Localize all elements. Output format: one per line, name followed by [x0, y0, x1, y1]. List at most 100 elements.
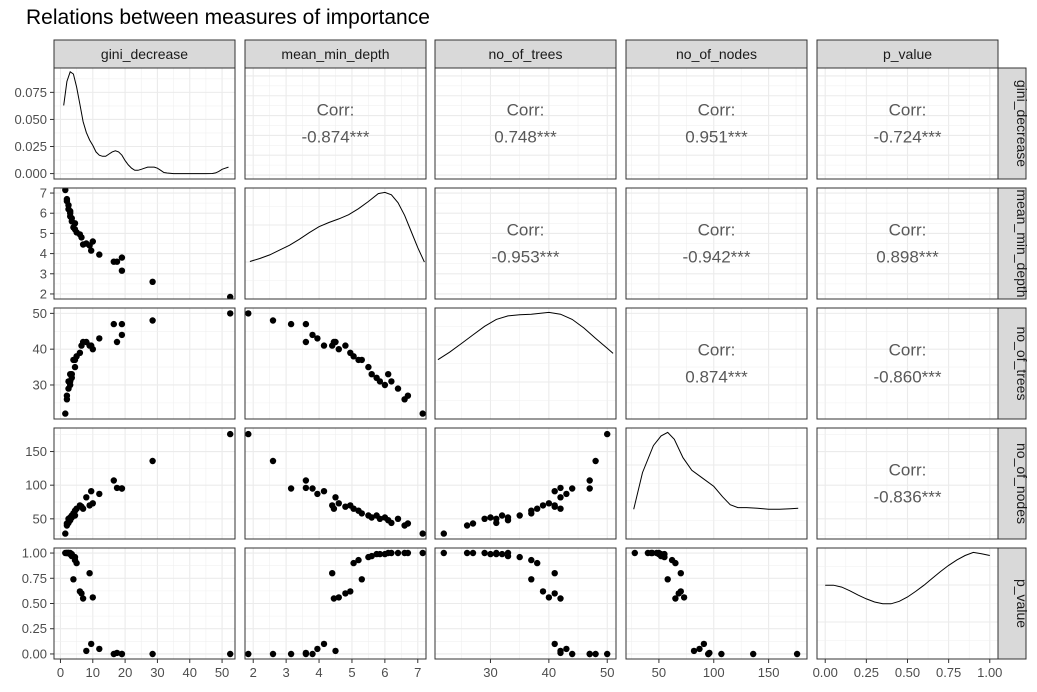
panel-no_of_trees-vs-no_of_trees [434, 307, 617, 420]
panel-border [434, 427, 617, 540]
scatter-point [592, 457, 599, 465]
x-tick-label: 30 [150, 665, 164, 680]
panel-background [435, 428, 616, 539]
panel-border [244, 187, 427, 300]
x-axis-mean_min_depth: 2 3 4 5 6 7 [250, 659, 421, 680]
row-strip-label: mean_min_depth [1014, 189, 1030, 297]
panel-mean_min_depth-vs-no_of_trees: Corr: -0.953*** [434, 187, 617, 300]
scatter-point [227, 310, 234, 317]
scatter-point [118, 650, 126, 658]
scatter-point [118, 254, 126, 261]
correlation-value: -0.942*** [682, 248, 750, 267]
scatter-point [86, 502, 93, 509]
scatter-point [329, 570, 336, 577]
y-axis-p_value: 0.00 0.25 0.50 0.75 1.00 [22, 546, 54, 661]
scatter-point [63, 392, 71, 399]
scatter-point [557, 505, 564, 512]
scatter-point [227, 293, 234, 299]
scatter-point [287, 650, 295, 658]
row-strip-background [997, 187, 1027, 300]
panel-mean_min_depth-vs-gini_decrease [53, 187, 236, 300]
correlation-label: Corr: [698, 221, 736, 240]
scatter-point [245, 430, 252, 438]
scatter-point [706, 649, 713, 657]
y-tick-label: 50 [33, 511, 47, 526]
scatter-point [419, 530, 426, 537]
scatter-point [302, 338, 310, 346]
scatter-point [335, 346, 342, 353]
x-tick-label: 150 [758, 665, 780, 680]
x-tick-label: 6 [381, 665, 388, 680]
scatter-point [504, 549, 512, 557]
scatter-point [149, 457, 156, 465]
scatter-point [604, 430, 611, 438]
panel-border [244, 67, 427, 180]
scatter-point [569, 650, 576, 658]
panel-background [435, 68, 616, 179]
density-curve-no_of_nodes [633, 431, 799, 510]
scatter-point [648, 549, 655, 557]
scatter-point [388, 378, 395, 385]
y-tick-label: 0.025 [14, 139, 47, 154]
scatter-point [385, 371, 392, 378]
scatter-point [551, 640, 558, 648]
panel-no_of_nodes-vs-p_value: Corr: -0.836*** [816, 427, 999, 540]
scatter-point [516, 553, 523, 561]
scatter-point [350, 353, 357, 360]
correlation-label: Corr: [507, 101, 545, 120]
x-tick-label: 20 [118, 665, 132, 680]
panel-p_value-vs-mean_min_depth [244, 547, 427, 660]
scatter-point [320, 342, 328, 349]
scatter-point [750, 650, 757, 658]
panel-border [816, 187, 999, 300]
scatter-point [394, 549, 402, 557]
scatter-point [368, 371, 375, 378]
scatter-point [287, 320, 295, 328]
scatter-point [118, 331, 126, 339]
scatter-point [358, 576, 365, 583]
scatter-point [551, 503, 558, 510]
row-strip-gini_decrease: gini_decrease [997, 67, 1030, 180]
x-tick-label: 5 [348, 665, 355, 680]
scatter-point [539, 502, 547, 509]
scatter-point [592, 650, 599, 658]
x-tick-label: 0.50 [895, 665, 920, 680]
scatter-point [314, 645, 321, 653]
scatter-point [604, 650, 611, 658]
scatter-point [404, 549, 412, 557]
scatter-point [528, 510, 535, 517]
density-curve-no_of_trees [437, 311, 614, 361]
scatter-point [71, 363, 79, 371]
y-tick-label: 1.00 [22, 546, 47, 561]
scatter-point [309, 331, 316, 339]
scatter-point [493, 519, 500, 527]
column-strip-no_of_trees: no_of_trees [434, 39, 617, 69]
y-axis-no_of_nodes: 50 100 150 [25, 444, 54, 526]
panel-background [626, 308, 807, 419]
column-strip-label: p_value [883, 46, 932, 62]
scatter-point [149, 278, 156, 285]
scatter-point [86, 342, 93, 349]
scatter-point [394, 385, 402, 392]
scatter-point [358, 356, 365, 364]
scatter-point [545, 500, 553, 507]
scatter-point [63, 195, 71, 203]
scatter-point [314, 490, 321, 498]
scatter-point [677, 570, 684, 577]
y-tick-label: 0.25 [22, 621, 47, 636]
scatter-point [516, 512, 523, 519]
scatter-point [342, 342, 349, 349]
row-strip-label: no_of_trees [1014, 327, 1030, 401]
scatter-point [586, 485, 593, 492]
scatter-point [376, 550, 384, 558]
scatter-point [335, 594, 342, 601]
panel-border [53, 187, 236, 300]
scatter-point [342, 503, 349, 510]
scatter-point [718, 650, 725, 658]
y-axis-mean_min_depth: 2 3 4 5 6 7 [40, 186, 54, 301]
scatter-point [404, 520, 412, 527]
panel-no_of_trees-vs-p_value: Corr: -0.860*** [816, 307, 999, 420]
scatter-point [62, 188, 69, 194]
scatter-point [88, 247, 95, 254]
y-tick-label: 2 [40, 286, 47, 301]
